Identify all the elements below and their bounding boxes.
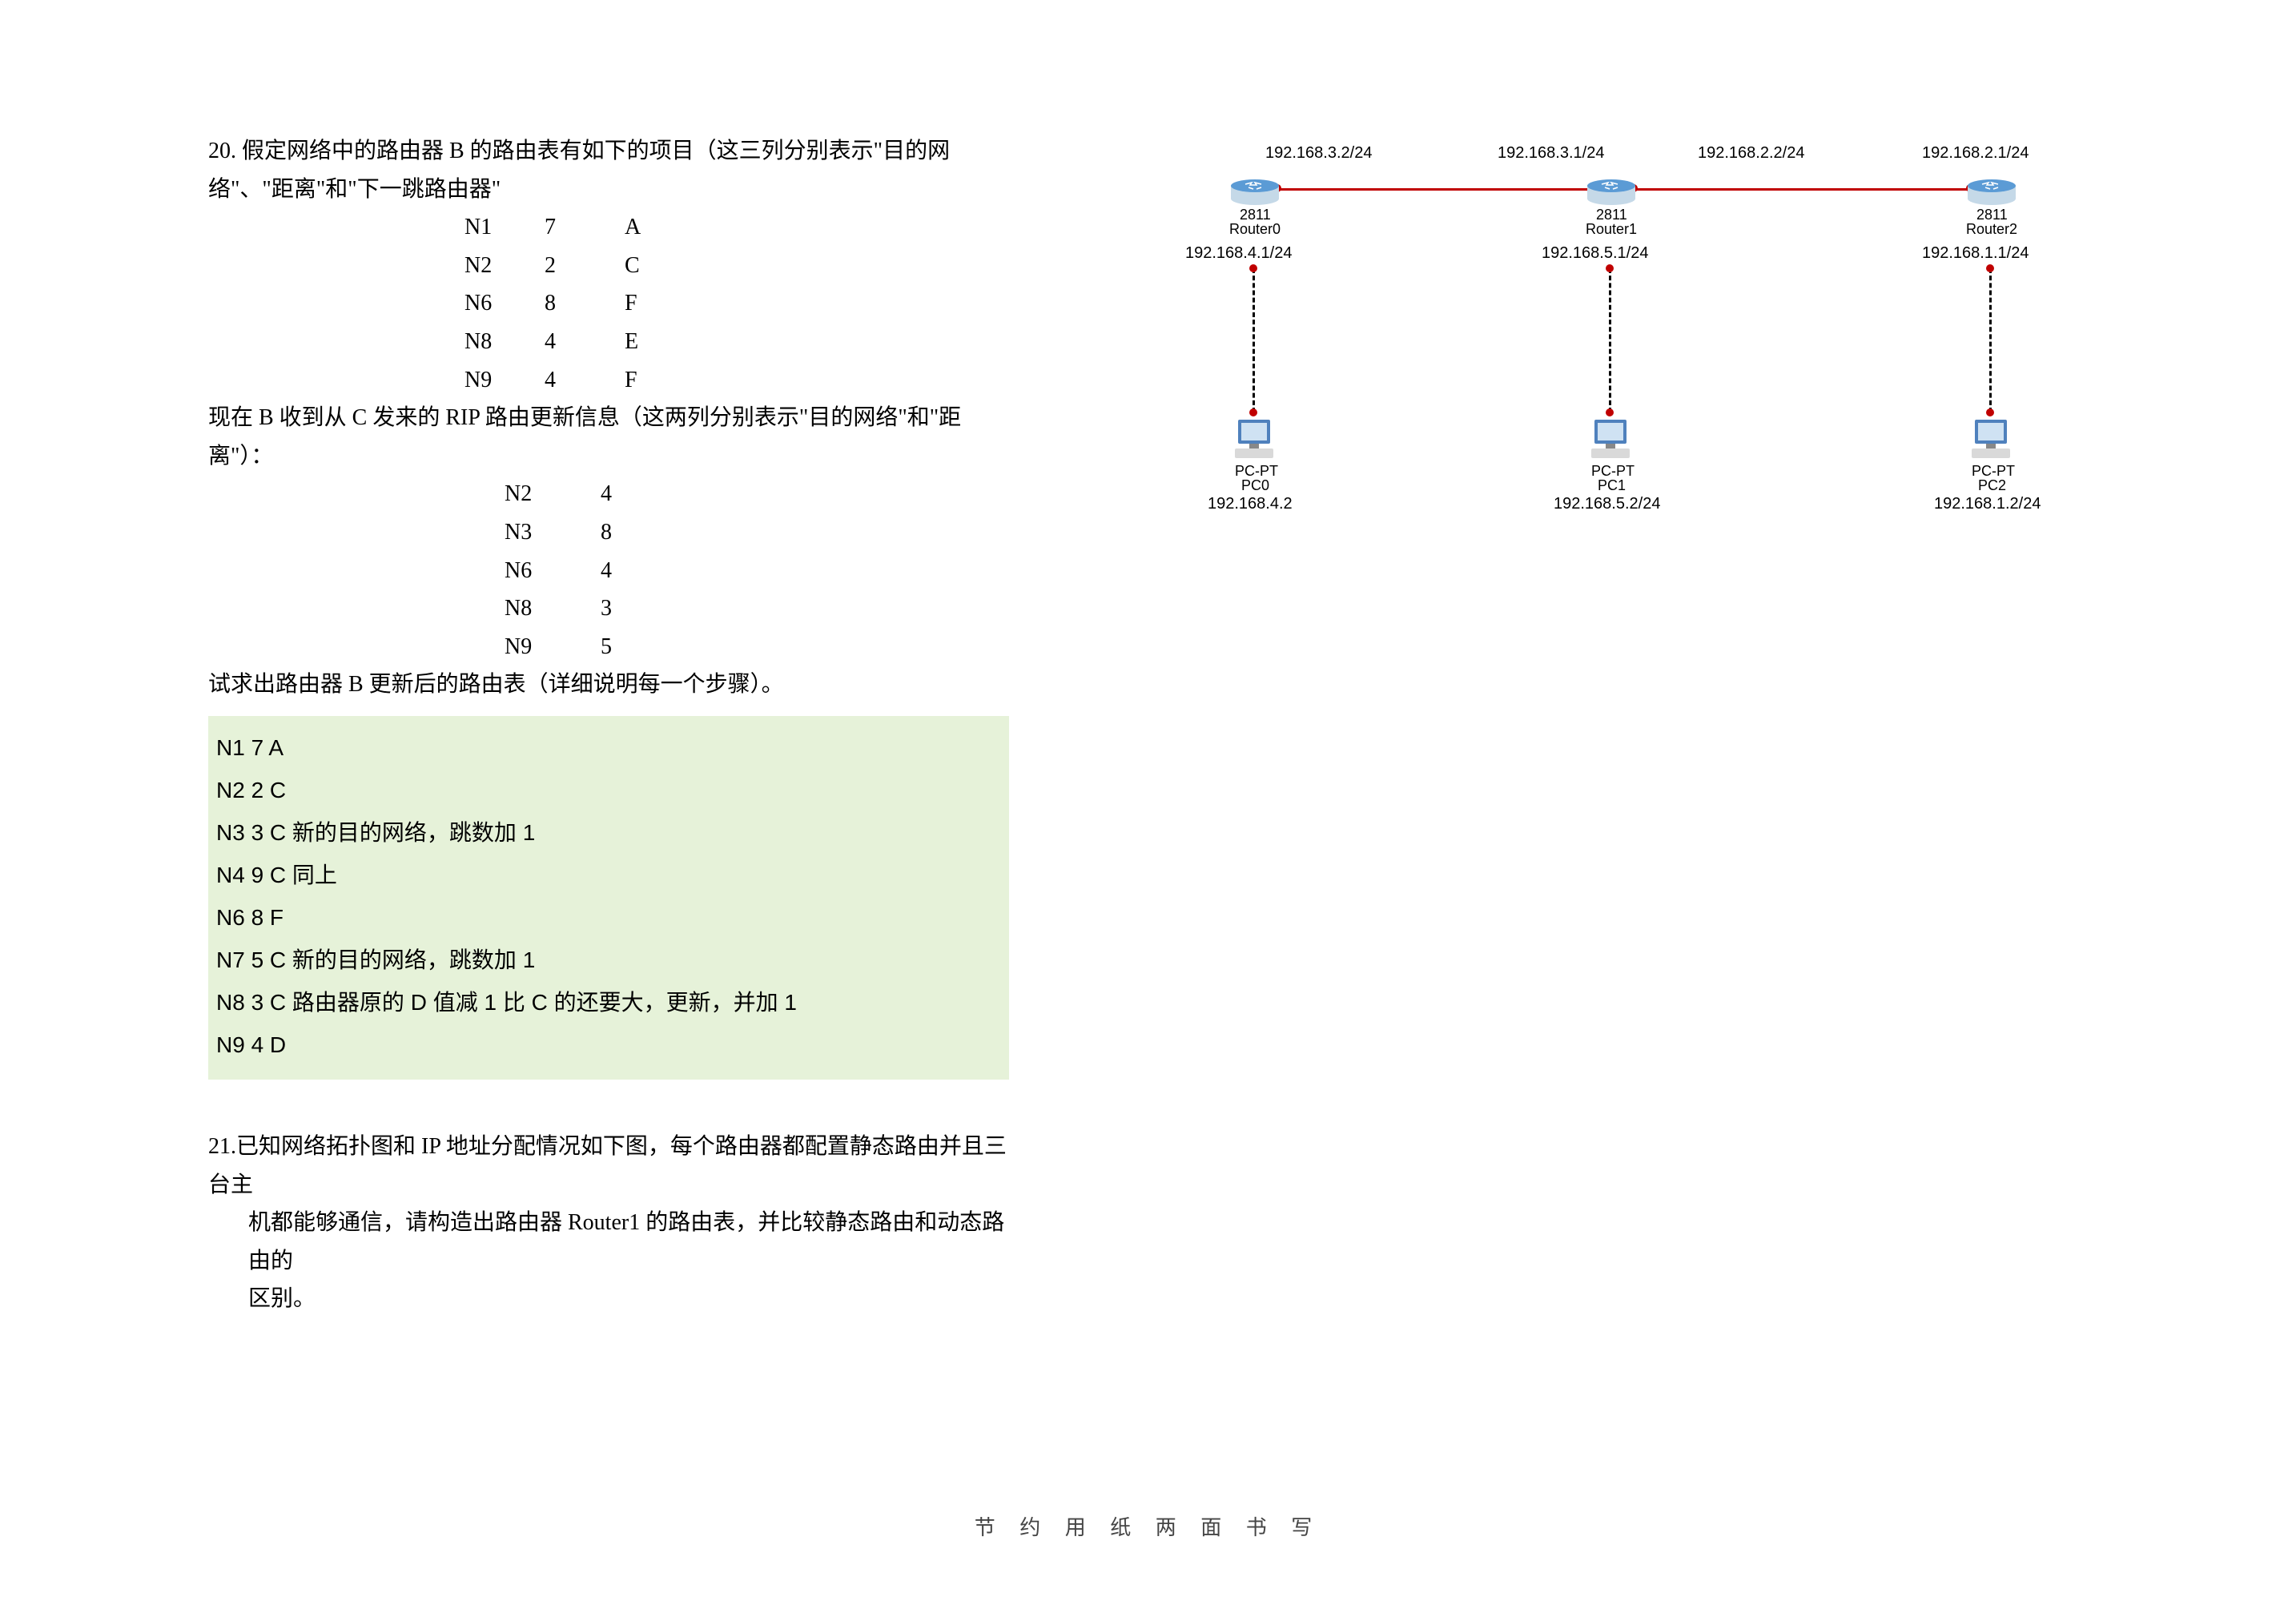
link-dot-icon <box>1606 408 1614 416</box>
link-line <box>1989 268 1992 412</box>
table-row: N38 <box>505 513 1009 552</box>
device-name: Router1 <box>1586 221 1637 238</box>
router-icon <box>1229 176 1281 205</box>
table-row: N94F <box>464 361 1009 400</box>
q20-ask: 试求出路由器 B 更新后的路由表（详细说明每一个步骤）。 <box>208 666 1009 704</box>
table-row: N68F <box>464 284 1009 323</box>
ip-label: 192.168.5.2/24 <box>1554 495 1660 513</box>
link-line <box>1277 188 1594 191</box>
link-line <box>1634 188 1970 191</box>
link-dot-icon <box>1249 264 1257 272</box>
q20-table2: N24 N38 N64 N83 N95 <box>505 475 1009 666</box>
ip-label: 192.168.2.1/24 <box>1922 144 2029 163</box>
device-name: PC1 <box>1598 477 1626 494</box>
table-row: N24 <box>505 475 1009 513</box>
q20-intro: 20. 假定网络中的路由器 B 的路由表有如下的项目（这三列分别表示"目的网络"… <box>208 132 1009 208</box>
q20-answer: N1 7 A N2 2 C N3 3 C 新的目的网络，跳数加 1 N4 9 C… <box>208 716 1009 1080</box>
answer-row: N2 2 C <box>216 770 1001 810</box>
pc-icon <box>1968 416 2013 461</box>
answer-row: N6 8 F <box>216 898 1001 937</box>
link-dot-icon <box>1986 408 1994 416</box>
ip-label: 192.168.3.2/24 <box>1265 144 1372 163</box>
table-row: N95 <box>505 628 1009 666</box>
table-row: N17A <box>464 208 1009 247</box>
table-row: N83 <box>505 589 1009 628</box>
ip-label: 192.168.3.1/24 <box>1498 144 1604 163</box>
router-icon <box>1966 176 2017 205</box>
answer-row: N3 3 C 新的目的网络，跳数加 1 <box>216 813 1001 852</box>
table-row: N22C <box>464 247 1009 285</box>
device-name: PC2 <box>1978 477 2006 494</box>
answer-row: N4 9 C 同上 <box>216 855 1001 895</box>
pc-icon <box>1232 416 1277 461</box>
device-name: Router0 <box>1229 221 1281 238</box>
pc-icon <box>1588 416 1633 461</box>
answer-row: N7 5 C 新的目的网络，跳数加 1 <box>216 940 1001 979</box>
ip-label: 192.168.4.1/24 <box>1185 244 1292 263</box>
q20-mid: 现在 B 收到从 C 发来的 RIP 路由更新信息（这两列分别表示"目的网络"和… <box>208 399 1009 475</box>
link-dot-icon <box>1986 264 1994 272</box>
link-dot-icon <box>1606 264 1614 272</box>
answer-row: N1 7 A <box>216 728 1001 767</box>
ip-label: 192.168.4.2 <box>1208 495 1293 513</box>
link-dot-icon <box>1249 408 1257 416</box>
q20-table1: N17A N22C N68F N84E N94F <box>464 208 1009 399</box>
ip-label: 192.168.1.1/24 <box>1922 244 2029 263</box>
answer-row: N9 4 D <box>216 1025 1001 1064</box>
network-topology: 192.168.3.2/24 192.168.3.1/24 192.168.2.… <box>1201 144 2114 545</box>
q21-text: 21.已知网络拓扑图和 IP 地址分配情况如下图，每个路由器都配置静态路由并且三… <box>208 1128 1009 1318</box>
table-row: N84E <box>464 323 1009 361</box>
device-name: Router2 <box>1966 221 2017 238</box>
ip-label: 192.168.2.2/24 <box>1698 144 1804 163</box>
device-name: PC0 <box>1241 477 1269 494</box>
router-icon <box>1586 176 1637 205</box>
link-line <box>1253 268 1255 412</box>
table-row: N64 <box>505 552 1009 590</box>
ip-label: 192.168.5.1/24 <box>1542 244 1648 263</box>
ip-label: 192.168.1.2/24 <box>1934 495 2041 513</box>
page-footer: 节 约 用 纸 两 面 书 写 <box>0 1511 2296 1541</box>
answer-row: N8 3 C 路由器原的 D 值减 1 比 C 的还要大，更新，并加 1 <box>216 983 1001 1022</box>
link-line <box>1609 268 1611 412</box>
